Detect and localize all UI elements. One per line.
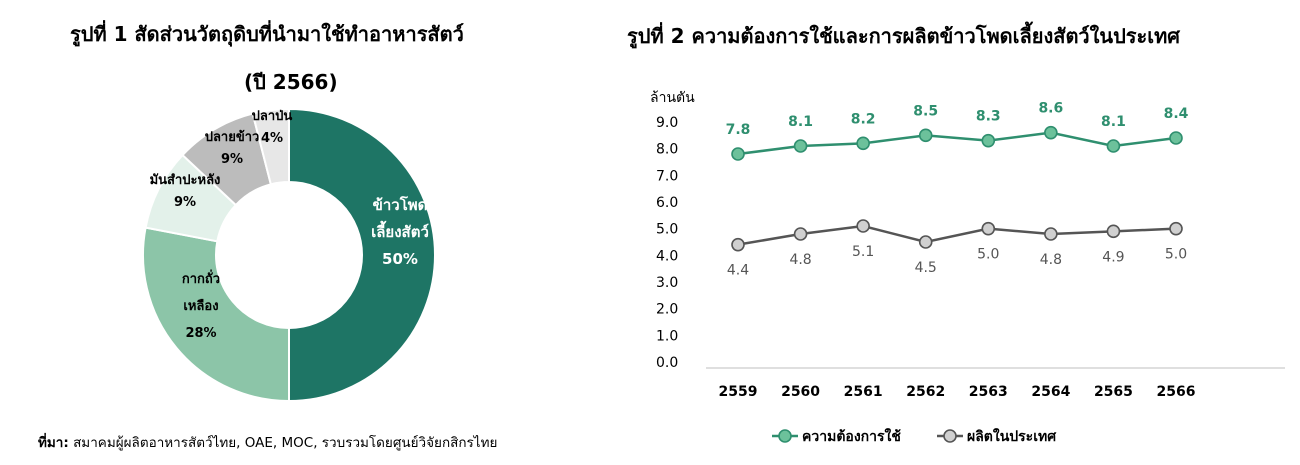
data-label: 8.1 [1101,114,1126,130]
source-note: ที่มา: สมาคมผู้ผลิตอาหารสัตว์ไทย, OAE, M… [38,431,497,453]
figure1-title: รูปที่ 1 สัดส่วนวัตถุดิบที่นำมาใช้ทำอาหา… [70,22,464,46]
source-prefix: ที่มา: [38,435,69,451]
donut-slice [288,107,436,403]
data-point [793,227,808,241]
donut-slice [142,226,290,403]
slice-category-label: ข้าวโพด [373,195,428,214]
data-point [981,133,996,148]
slice-value-label: 28% [185,326,216,341]
data-label: 5.1 [852,244,874,260]
slice-category-label: กากถั่ว [182,269,220,287]
y-tick-label: 8.0 [656,142,678,158]
legend-marker [778,429,792,443]
x-tick-label: 2559 [719,384,758,400]
legend-label: ความต้องการใช้ [802,427,901,445]
data-label: 7.8 [726,122,751,138]
data-point [793,139,808,153]
legend-marker [943,429,957,443]
figure2-title: รูปที่ 2 ความต้องการใช้และการผลิตข้าวโพด… [627,24,1180,48]
legend-label: ผลิตในประเทศ [967,427,1057,445]
x-tick-label: 2563 [969,384,1008,400]
x-tick-label: 2561 [844,384,883,400]
data-label: 5.0 [977,247,999,263]
data-label: 4.5 [915,260,937,276]
data-point [856,219,870,233]
y-tick-label: 9.0 [656,115,678,131]
data-point [981,221,996,236]
source-text: สมาคมผู้ผลิตอาหารสัตว์ไทย, OAE, MOC, รวบ… [68,435,498,451]
series-line [737,224,1177,246]
donut-slice [251,107,290,186]
y-tick-label: 7.0 [656,168,678,184]
data-point [1169,221,1183,236]
data-label: 8.4 [1164,106,1189,122]
data-label: 8.3 [976,109,1001,125]
data-label: 5.0 [1165,247,1187,263]
y-tick-label: 3.0 [656,275,678,291]
y-axis-label: ล้านตัน [650,90,695,106]
y-tick-label: 6.0 [656,195,678,211]
slice-category-label: เลี้ยงสัตว์ [371,220,429,241]
data-point [731,237,745,252]
slice-category-label: เหลือง [183,298,218,314]
slice-category-label: ปลาป่น [252,109,293,124]
data-point [856,136,870,151]
data-label: 4.8 [789,252,811,268]
slice-value-label: 9% [174,195,196,210]
slice-value-label: 4% [261,131,283,146]
data-point [1169,131,1183,145]
y-tick-label: 4.0 [656,248,678,264]
data-label: 8.5 [913,103,938,119]
figure1-title-year: (ปี 2566) [244,70,338,94]
data-point [1106,224,1121,239]
line-chart: ล้านตัน 0.0 1.0 2.0 3.0 4.0 5.0 6.0 7.0 8.0 9.0 255… [650,90,1285,445]
data-point [1044,227,1058,241]
y-tick-label: 0.0 [656,355,678,371]
x-tick-label: 2560 [781,384,820,400]
data-point [1044,125,1058,140]
data-label: 4.4 [727,263,749,279]
x-tick-label: 2566 [1157,384,1196,400]
y-tick-label: 5.0 [656,222,678,238]
series-line [737,131,1177,156]
y-tick-label: 2.0 [656,302,678,318]
data-point [918,128,933,143]
slice-category-label: ปลายข้าว [205,129,260,145]
x-tick-label: 2565 [1094,384,1133,400]
data-label: 8.6 [1038,101,1063,117]
x-tick-label: 2562 [906,384,945,400]
data-label: 4.8 [1040,252,1062,268]
data-label: 8.1 [788,114,813,130]
x-tick-label: 2564 [1031,384,1070,400]
slice-value-label: 50% [382,250,418,268]
data-point [1106,139,1121,153]
slice-value-label: 9% [221,152,243,167]
data-label: 4.9 [1102,249,1124,265]
data-point [731,147,745,161]
data-point [918,235,933,249]
y-tick-label: 1.0 [656,328,678,344]
data-label: 8.2 [851,111,876,127]
slice-category-label: มันสำปะหลัง [150,172,221,188]
